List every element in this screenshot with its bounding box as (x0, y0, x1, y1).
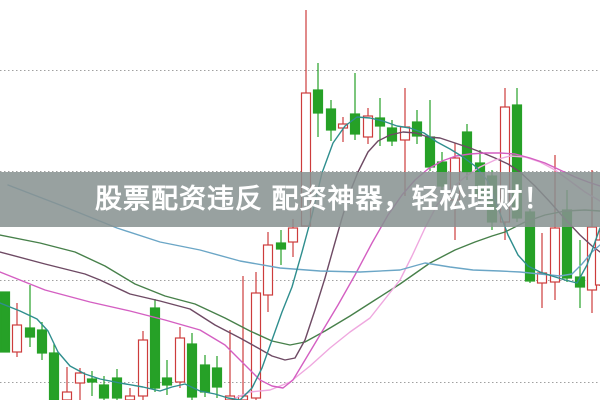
candle-up (124, 388, 136, 400)
candle-down (48, 344, 60, 400)
candle-body (262, 244, 274, 296)
candle-body (362, 115, 374, 138)
candle-down (411, 110, 423, 144)
candle-body (349, 113, 361, 135)
candle-up (224, 330, 236, 400)
candle-up (137, 331, 149, 400)
candle-body (74, 372, 86, 384)
candle-body (111, 377, 123, 399)
candle-down (161, 360, 173, 395)
candle-down (149, 299, 161, 392)
ma-magenta (0, 152, 600, 389)
candle-body (137, 339, 149, 397)
candle-down (325, 100, 337, 141)
ma-olive (0, 209, 600, 346)
candle-body (149, 307, 161, 389)
candle-body (549, 227, 561, 283)
candle-body (275, 242, 287, 250)
candle-body (161, 377, 173, 386)
candle-body (424, 136, 436, 168)
candle-body (124, 395, 136, 400)
candle-up (11, 303, 23, 357)
candle-down (312, 63, 324, 137)
candle-body (250, 292, 262, 399)
candle-body (211, 367, 223, 388)
candle-body (24, 327, 36, 338)
candle-body (312, 89, 324, 114)
candle-up (61, 367, 73, 400)
candle-body (48, 352, 60, 400)
candle-down (0, 291, 11, 353)
candle-body (399, 126, 411, 141)
candle-body (61, 391, 73, 400)
candle-body (86, 378, 98, 383)
candle-down (24, 285, 36, 347)
candle-body (36, 329, 48, 354)
ad-banner[interactable]: 股票配资违反 配资神器，轻松理财！ (0, 172, 600, 227)
candle-body (98, 384, 110, 399)
candle-body (325, 108, 337, 131)
candle-down (211, 356, 223, 398)
candle-body (461, 131, 473, 173)
candle-up (237, 276, 249, 400)
candle-down (574, 240, 586, 308)
candle-body (287, 227, 299, 243)
ad-banner-text: 股票配资违反 配资神器，轻松理财！ (95, 184, 552, 214)
candle-up (536, 233, 548, 308)
candle-up (74, 368, 86, 400)
candle-down (349, 73, 361, 140)
candle-body (186, 343, 198, 398)
candle-down (186, 333, 198, 400)
candle-up (174, 327, 186, 388)
candle-body (199, 364, 211, 393)
candle-up (594, 228, 600, 286)
candle-up (262, 232, 274, 312)
candle-body (594, 239, 600, 286)
candle-body (0, 291, 11, 353)
candle-down (275, 230, 287, 265)
candle-body (11, 324, 23, 353)
ma-blue (7, 184, 600, 277)
candle-down (36, 322, 48, 360)
candle-up (362, 108, 374, 144)
candle-body (174, 337, 186, 383)
candle-down (111, 369, 123, 400)
candle-down (86, 371, 98, 396)
candle-down (374, 98, 386, 146)
candle-body (237, 395, 249, 400)
